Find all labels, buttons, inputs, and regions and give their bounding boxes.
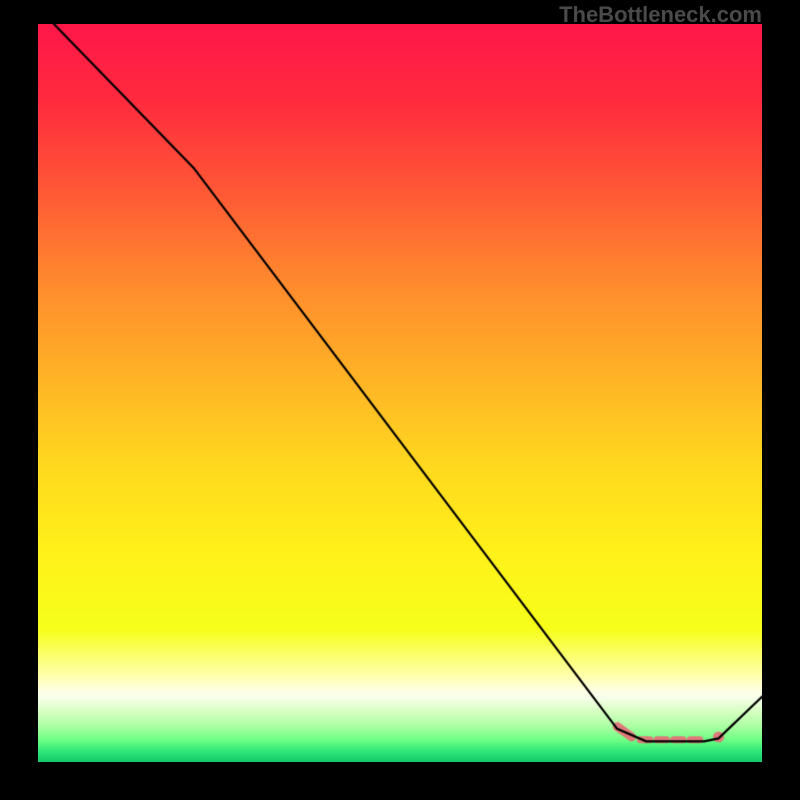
gradient-background xyxy=(38,24,762,762)
watermark-text: TheBottleneck.com xyxy=(559,2,762,28)
plot-area xyxy=(38,24,762,762)
